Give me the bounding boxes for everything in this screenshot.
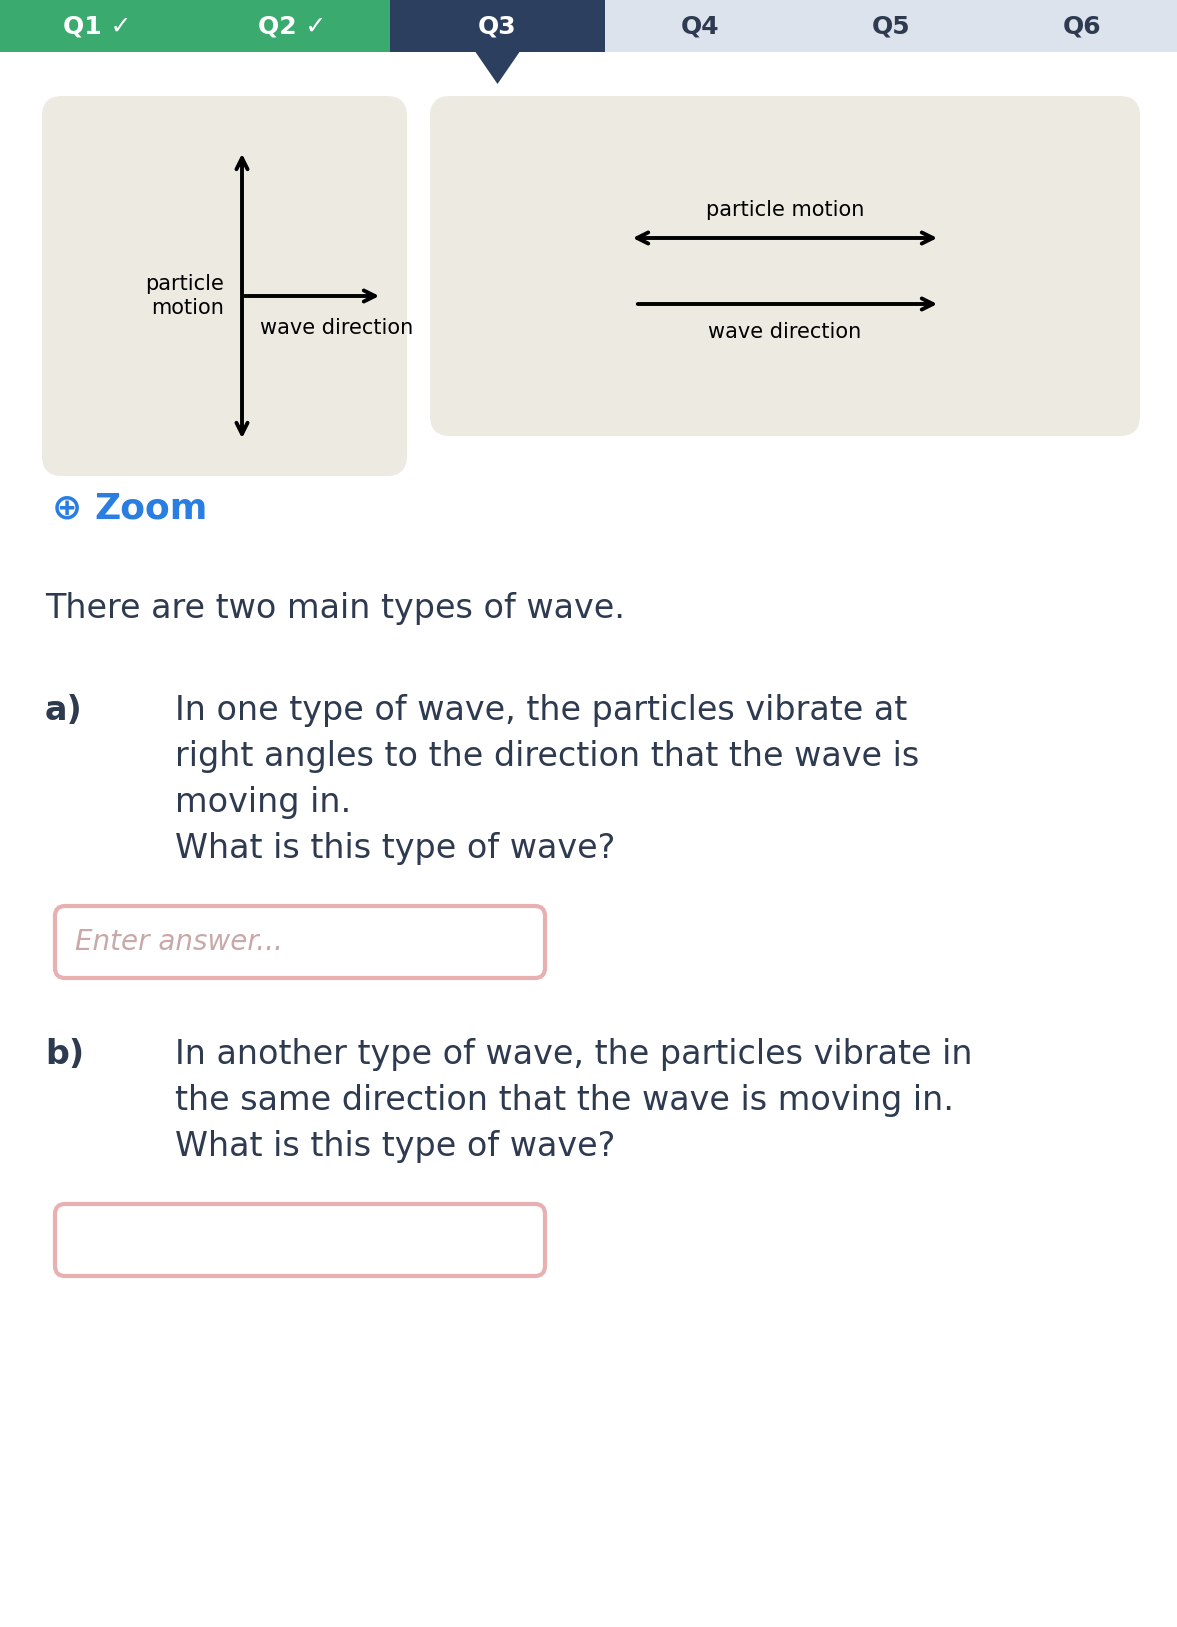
FancyBboxPatch shape [42,96,407,477]
Text: particle
motion: particle motion [145,275,224,317]
Text: What is this type of wave?: What is this type of wave? [175,1131,616,1163]
Text: moving in.: moving in. [175,786,351,818]
Text: b): b) [45,1038,84,1071]
Bar [390,0,605,52]
Text: In one type of wave, the particles vibrate at: In one type of wave, the particles vibra… [175,695,907,727]
Text: Q4: Q4 [681,15,720,37]
Text: Zoom: Zoom [94,491,207,526]
FancyBboxPatch shape [430,96,1141,436]
Text: wave direction: wave direction [709,322,862,342]
Text: particle motion: particle motion [706,200,864,220]
Text: In another type of wave, the particles vibrate in: In another type of wave, the particles v… [175,1038,972,1071]
Text: There are two main types of wave.: There are two main types of wave. [45,592,625,625]
Text: What is this type of wave?: What is this type of wave? [175,831,616,866]
Text: ⊕: ⊕ [52,491,82,526]
Bar [988,0,1177,52]
Text: the same direction that the wave is moving in.: the same direction that the wave is movi… [175,1084,955,1118]
Bar [796,0,988,52]
Text: wave direction: wave direction [260,317,413,338]
Bar [195,0,390,52]
Polygon shape [476,52,519,85]
Text: Q3: Q3 [478,15,517,37]
Text: right angles to the direction that the wave is: right angles to the direction that the w… [175,740,919,773]
Bar [0,0,195,52]
Text: Q6: Q6 [1063,15,1102,37]
Text: Enter answer...: Enter answer... [75,927,282,957]
Text: Q5: Q5 [872,15,911,37]
Text: Q1 ✓: Q1 ✓ [64,15,132,37]
FancyBboxPatch shape [55,906,545,978]
FancyBboxPatch shape [55,1204,545,1276]
Bar [605,0,796,52]
Text: Q2 ✓: Q2 ✓ [258,15,327,37]
Text: a): a) [45,695,82,727]
